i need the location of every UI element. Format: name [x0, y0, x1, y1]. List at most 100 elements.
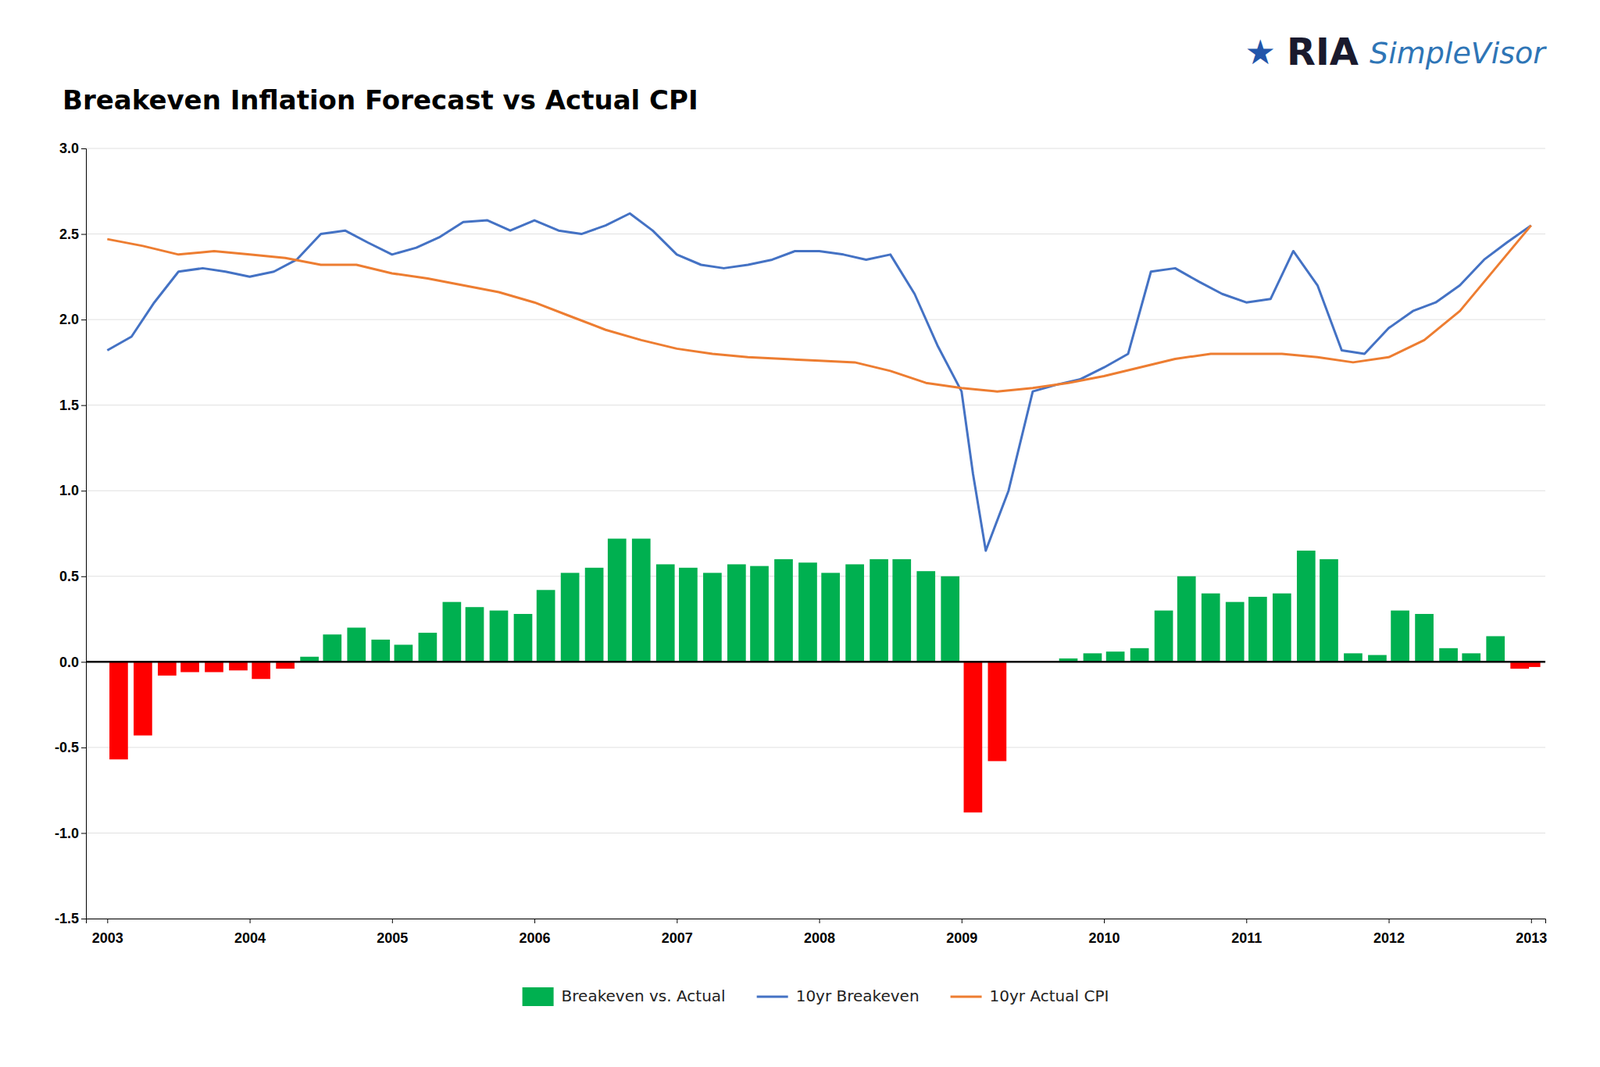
bar — [1177, 576, 1197, 663]
bar — [1319, 559, 1339, 662]
bar — [988, 661, 1008, 761]
grid-line — [85, 148, 1546, 150]
line — [107, 225, 1531, 393]
y-axis: -1.5-1.0-0.50.00.51.01.52.02.53.0 — [54, 140, 87, 927]
bar — [1272, 593, 1292, 663]
bar — [750, 566, 769, 663]
bar — [1439, 648, 1458, 663]
bar — [157, 661, 177, 676]
bar — [1130, 648, 1150, 663]
tick-label: 2006 — [519, 930, 551, 947]
tick-mark — [1531, 918, 1533, 924]
tick: 2007 — [661, 918, 693, 947]
tick-mark — [1103, 918, 1105, 924]
bar — [845, 564, 865, 662]
tick-mark — [534, 918, 536, 924]
tick: 0.5 — [59, 568, 86, 585]
bar — [607, 539, 627, 663]
tick-mark — [81, 576, 86, 578]
bar — [1343, 653, 1363, 662]
legend-label: 10yr Breakeven — [796, 986, 920, 1006]
tick: 2008 — [803, 918, 836, 947]
grid-line — [85, 319, 1546, 321]
bar — [204, 661, 224, 672]
tick: 2010 — [1089, 918, 1121, 947]
tick: 3.0 — [59, 140, 86, 157]
tick: 0.0 — [59, 654, 86, 671]
tick: 2013 — [1515, 918, 1547, 947]
grid-line — [85, 661, 1546, 663]
bar — [346, 628, 366, 663]
bar — [560, 572, 580, 662]
bar — [514, 614, 533, 662]
bar — [322, 634, 342, 662]
legend-item: Breakeven vs. Actual — [522, 986, 726, 1008]
annotation: ★ — [1245, 32, 1276, 72]
tick-label: 0.0 — [59, 654, 79, 671]
tick: 1.0 — [59, 482, 86, 499]
bar-series — [109, 539, 1541, 814]
bar — [821, 572, 840, 662]
tick-mark — [676, 918, 678, 924]
tick-mark — [81, 405, 86, 407]
bar — [940, 576, 960, 663]
bar — [1414, 614, 1434, 662]
zero-line — [85, 660, 1546, 664]
bar — [892, 559, 911, 662]
tick-label: 2005 — [376, 930, 408, 947]
tick: 2.5 — [59, 226, 86, 243]
tick-mark — [81, 319, 86, 321]
legend-swatch — [522, 987, 554, 1007]
tick-mark — [81, 918, 86, 920]
bar — [180, 661, 200, 672]
tick-label: -1.5 — [54, 910, 79, 927]
tick-label: 3.0 — [59, 140, 79, 157]
tick-label: 0.5 — [59, 568, 79, 585]
bar — [442, 602, 462, 663]
bar — [1461, 653, 1481, 662]
legend-item: 10yr Breakeven — [757, 986, 920, 1006]
legend-label: 10yr Actual CPI — [989, 986, 1110, 1006]
bar — [916, 571, 936, 662]
legend-swatch — [950, 996, 983, 999]
x-axis: 2003200420052006200720082009201020112012… — [86, 918, 1548, 947]
plot-area — [85, 213, 1546, 813]
tick-mark — [81, 661, 86, 663]
bar — [1367, 655, 1387, 663]
tick: 2.0 — [59, 311, 86, 328]
bar — [228, 661, 248, 671]
bar — [109, 661, 129, 760]
grid-line — [85, 746, 1546, 748]
bar — [1106, 651, 1125, 662]
tick-mark — [1389, 918, 1390, 924]
legend-swatch — [757, 996, 789, 999]
tick-label: 2.5 — [59, 226, 79, 243]
tick-label: 2004 — [234, 930, 266, 947]
bar — [394, 644, 414, 662]
bar — [1083, 653, 1103, 662]
tick: 2012 — [1373, 918, 1405, 947]
bar — [465, 607, 485, 662]
tick-mark — [81, 747, 86, 749]
bar — [1225, 602, 1245, 663]
bar — [1248, 596, 1268, 662]
tick-label: 2009 — [946, 930, 978, 947]
grid-line — [85, 233, 1546, 235]
legend-label: Breakeven vs. Actual — [561, 986, 726, 1006]
tick-label: 2012 — [1373, 930, 1405, 947]
tick-label: 2010 — [1089, 930, 1121, 947]
bar — [678, 567, 698, 663]
bar — [1390, 610, 1410, 663]
bar — [536, 589, 556, 662]
tick: -1.5 — [54, 910, 86, 927]
legend-item: 10yr Actual CPI — [950, 986, 1110, 1006]
grid — [85, 148, 1546, 919]
grid-line — [85, 490, 1546, 492]
bar — [1154, 610, 1174, 663]
tick: 2005 — [376, 918, 408, 947]
tick-label: 2007 — [661, 930, 693, 947]
bar — [964, 661, 983, 813]
tick: 2009 — [946, 918, 978, 947]
bar — [656, 564, 675, 662]
tick: 1.5 — [59, 397, 86, 414]
